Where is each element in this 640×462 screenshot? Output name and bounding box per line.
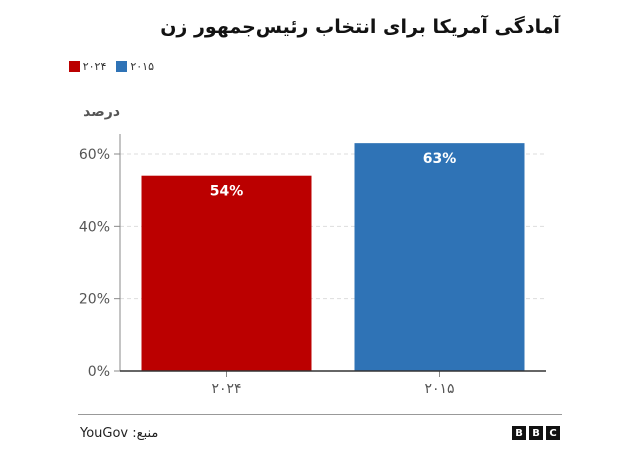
data-label: 54% [210, 184, 244, 200]
footer-divider [78, 414, 562, 415]
y-tick-label: 40% [79, 219, 110, 235]
logo-letter: C [546, 426, 560, 440]
bbc-logo: B B C [512, 426, 560, 440]
bars: 54% 63% [141, 143, 525, 371]
legend-swatch-2015 [116, 61, 128, 72]
y-axis-unit-label: درصد [83, 104, 120, 120]
y-tick-label: 20% [79, 292, 110, 308]
data-label: 63% [423, 151, 457, 167]
bar [141, 175, 312, 371]
y-tick-label: 60% [79, 147, 110, 163]
legend: ۲۰۲۴ ۲۰۱۵ [68, 60, 154, 73]
logo-letter: B [529, 426, 543, 440]
logo-letter: B [512, 426, 526, 440]
legend-swatch-2024 [68, 61, 80, 72]
legend-item-2024: ۲۰۲۴ [68, 60, 107, 73]
legend-item-2015: ۲۰۱۵ [116, 60, 154, 73]
legend-label-2024: ۲۰۲۴ [82, 60, 107, 73]
axes: 0% 20% 40% 60% ۲۰۲۴ ۲۰۱۵ [79, 134, 546, 397]
x-tick-label: ۲۰۲۴ [211, 381, 241, 397]
legend-label-2015: ۲۰۱۵ [130, 60, 154, 73]
y-tick-label: 0% [88, 364, 110, 380]
source-note: منبع: YouGov [80, 426, 159, 441]
bar [354, 143, 525, 371]
chart-title: آمادگی آمریکا برای انتخاب رئیس‌جمهور زن [160, 16, 560, 38]
x-tick-label: ۲۰۱۵ [424, 381, 454, 397]
